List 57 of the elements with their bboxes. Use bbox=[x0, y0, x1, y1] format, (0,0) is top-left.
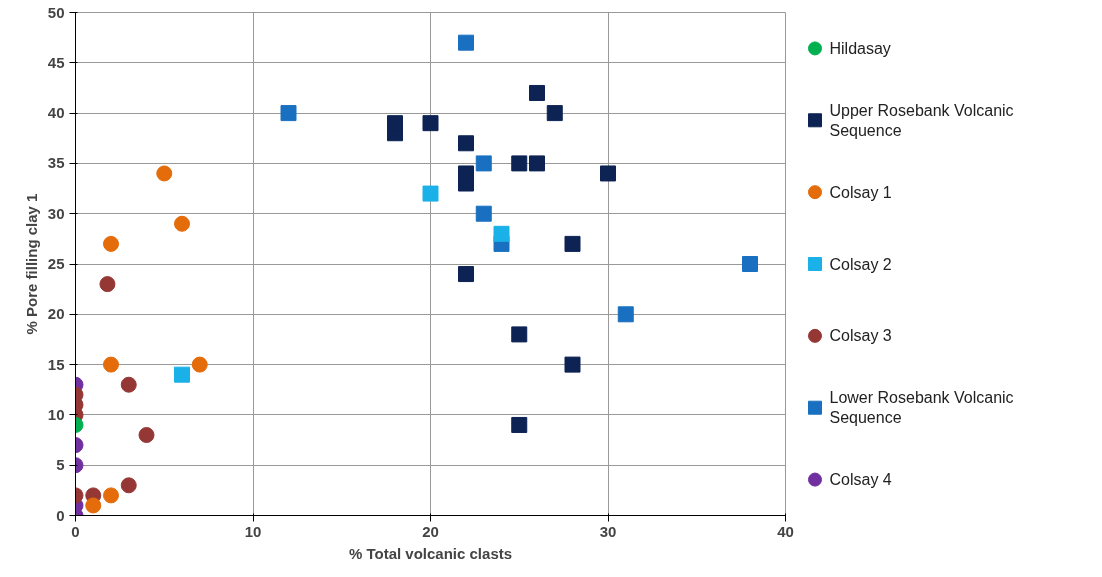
point bbox=[600, 165, 616, 182]
point bbox=[138, 427, 155, 444]
point bbox=[564, 235, 581, 252]
point bbox=[191, 356, 208, 373]
y-axis-title: % Pore filling clay 1 bbox=[22, 193, 40, 335]
y-tick-label: 50 bbox=[47, 3, 65, 21]
point bbox=[120, 477, 137, 494]
legend-label: Colsay 1 bbox=[829, 183, 892, 201]
point bbox=[99, 276, 116, 293]
point bbox=[174, 366, 190, 383]
point bbox=[458, 135, 474, 152]
point bbox=[511, 155, 528, 172]
point bbox=[546, 105, 563, 122]
point bbox=[458, 34, 474, 51]
point bbox=[617, 306, 634, 323]
point bbox=[156, 165, 173, 182]
x-tick-label: 30 bbox=[599, 522, 617, 540]
point bbox=[458, 266, 474, 283]
x-tick-label: 0 bbox=[71, 522, 80, 540]
point bbox=[529, 155, 545, 172]
point bbox=[280, 105, 297, 122]
legend-label: Colsay 2 bbox=[829, 255, 892, 273]
y-tick-label: 15 bbox=[47, 355, 65, 373]
point bbox=[120, 376, 137, 393]
y-tick-label: 20 bbox=[47, 305, 65, 323]
point bbox=[511, 416, 528, 433]
point bbox=[422, 185, 439, 202]
legend-label: Upper Rosebank Volcanic Sequence bbox=[829, 101, 1014, 139]
x-tick-label: 20 bbox=[422, 522, 439, 540]
point bbox=[174, 215, 190, 232]
point bbox=[103, 235, 119, 252]
point bbox=[85, 497, 102, 514]
point bbox=[475, 205, 492, 222]
point bbox=[742, 256, 758, 272]
point bbox=[511, 326, 528, 343]
y-tick-label: 0 bbox=[56, 506, 65, 524]
legend-label: Colsay 3 bbox=[829, 327, 892, 345]
point bbox=[493, 225, 510, 242]
y-tick-label: 10 bbox=[47, 405, 65, 423]
point bbox=[564, 356, 581, 373]
point bbox=[529, 84, 545, 101]
legend-label: Lower Rosebank Volcanic Sequence bbox=[829, 389, 1014, 427]
point bbox=[422, 115, 439, 132]
y-tick-label: 5 bbox=[56, 456, 65, 474]
x-axis-title: % Total volcanic clasts bbox=[348, 544, 513, 562]
y-tick-label: 45 bbox=[47, 53, 65, 71]
point bbox=[475, 155, 492, 172]
y-tick-label: 25 bbox=[47, 255, 65, 272]
x-tick-label: 40 bbox=[777, 522, 794, 540]
y-tick-label: 35 bbox=[47, 154, 65, 172]
legend-label: Colsay 4 bbox=[829, 471, 892, 489]
y-tick-label: 30 bbox=[47, 204, 65, 222]
x-tick-label: 10 bbox=[244, 522, 262, 540]
y-tick-label: 40 bbox=[47, 104, 65, 122]
point bbox=[103, 487, 119, 504]
legend-label: Hildasay bbox=[829, 39, 891, 57]
point bbox=[103, 356, 119, 373]
